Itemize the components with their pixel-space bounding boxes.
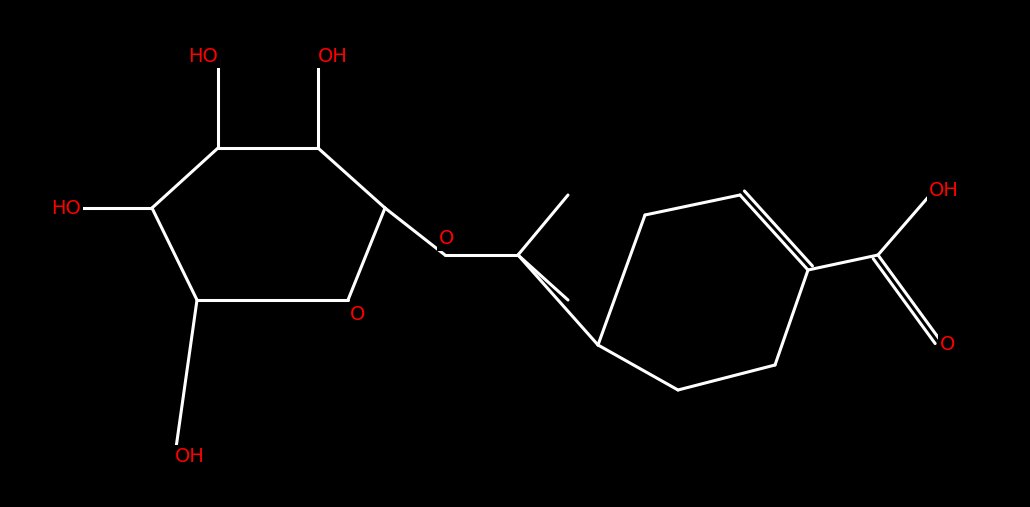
Text: OH: OH [175, 448, 205, 466]
Text: OH: OH [929, 180, 959, 199]
Text: HO: HO [52, 199, 81, 218]
Text: O: O [350, 305, 366, 323]
Text: HO: HO [188, 47, 218, 65]
Text: O: O [940, 336, 956, 354]
Text: O: O [440, 230, 454, 248]
Text: OH: OH [318, 47, 348, 65]
